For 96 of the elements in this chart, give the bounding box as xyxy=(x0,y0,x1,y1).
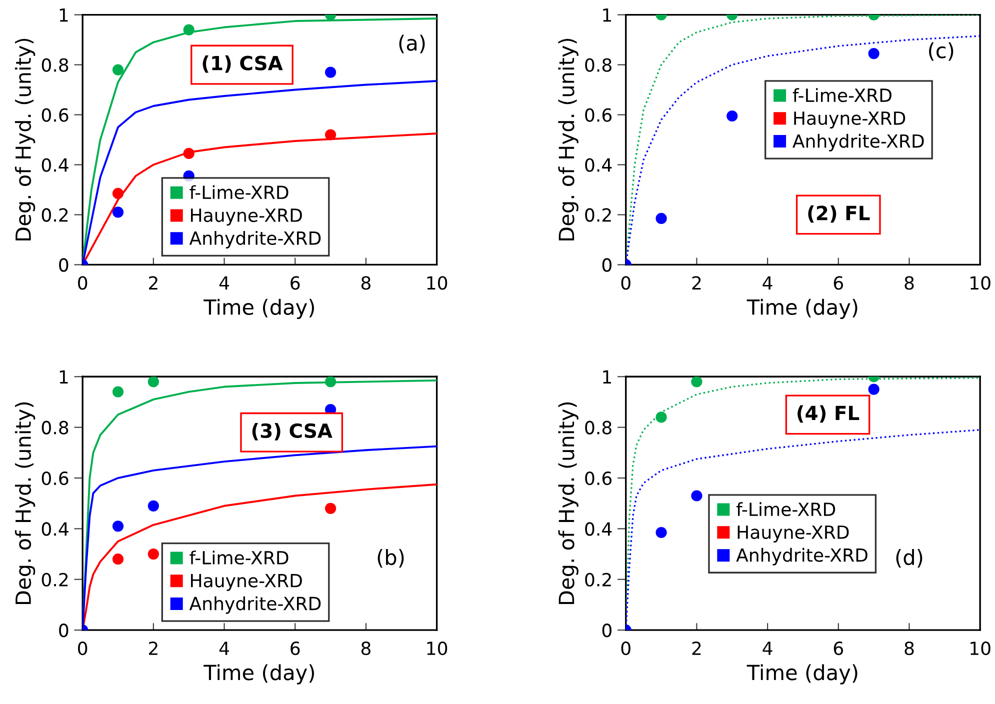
y-tick-label: 0.6 xyxy=(585,108,612,122)
annotation: (c) xyxy=(929,42,954,61)
x-tick-label: 6 xyxy=(834,276,843,290)
x-tick-label: 4 xyxy=(219,642,230,655)
point xyxy=(656,412,667,423)
y-tick-label: 1 xyxy=(60,370,68,384)
y-tick-label: 0 xyxy=(59,624,68,638)
x-tick-label: 4 xyxy=(219,276,230,290)
x-axis-title: Time (day) xyxy=(204,664,314,684)
x-tick-label: 2 xyxy=(692,276,701,290)
y-tick-label: 0.2 xyxy=(42,208,68,222)
legend-label: Hauyne-XRD xyxy=(191,574,302,591)
x-tick-label: 8 xyxy=(361,642,370,656)
x-tick-label: 0 xyxy=(78,276,88,290)
legend-label: Hauyne-XRD xyxy=(191,208,302,226)
y-tick-label: 0.4 xyxy=(585,522,612,536)
x-tick-label: 6 xyxy=(290,642,300,656)
legend-label: f-Lime-XRD xyxy=(190,185,288,200)
annotation: (3) CSA xyxy=(252,423,332,440)
y-tick-label: 0.2 xyxy=(42,572,68,587)
annotation: (a) xyxy=(399,34,425,54)
y-tick-label: 1 xyxy=(603,8,611,22)
point xyxy=(148,500,159,512)
x-tick-label: 10 xyxy=(970,642,990,656)
point xyxy=(868,384,880,395)
y-tick-label: 0 xyxy=(602,624,612,638)
point xyxy=(148,376,159,388)
y-tick-label: 0.6 xyxy=(42,471,68,486)
y-axis-title: Deg. of Hyd. (unity) xyxy=(558,38,578,240)
annotation: (2) FL xyxy=(808,205,870,223)
x-axis-title: Time (day) xyxy=(204,298,314,320)
x-tick-label: 0 xyxy=(621,642,630,656)
x-axis-title: Time (day) xyxy=(746,664,858,684)
legend-label: Hauyne-XRD xyxy=(738,526,849,543)
legend-label: Anhydrite-XRD xyxy=(736,548,868,566)
x-tick-label: 4 xyxy=(762,276,772,290)
x-tick-label: 2 xyxy=(692,642,701,655)
y-tick-label: 0.8 xyxy=(42,58,68,72)
y-axis-title: Deg. of Hyd. (unity) xyxy=(14,38,36,240)
legend-label: Anhydrite-XRD xyxy=(189,596,321,614)
annotation: (4) FL xyxy=(798,405,860,423)
annotation: (1) CSA xyxy=(202,55,283,73)
x-tick-label: 0 xyxy=(78,642,88,656)
point xyxy=(112,188,124,200)
y-axis-title: Deg. of Hyd. (unity) xyxy=(558,402,578,604)
y-tick-label: 0.8 xyxy=(42,420,68,434)
y-tick-label: 0 xyxy=(602,258,612,272)
legend-label: f-Lime-XRD xyxy=(190,550,288,565)
y-tick-label: 1 xyxy=(603,370,611,384)
point xyxy=(148,548,159,560)
annotation: (b) xyxy=(378,549,404,568)
point xyxy=(324,66,336,78)
x-tick-label: 10 xyxy=(427,642,448,656)
y-tick-label: 0 xyxy=(59,258,68,272)
x-axis-title: Time (day) xyxy=(746,298,858,320)
point xyxy=(691,490,702,502)
y-tick-label: 0.2 xyxy=(585,208,611,222)
x-tick-label: 8 xyxy=(361,276,370,290)
y-tick-label: 0.4 xyxy=(42,158,68,172)
point xyxy=(324,129,336,140)
x-tick-label: 8 xyxy=(904,276,914,290)
point xyxy=(691,376,702,388)
point xyxy=(324,376,336,388)
legend-label: Anhydrite-XRD xyxy=(189,230,321,248)
x-tick-label: 4 xyxy=(762,642,772,655)
y-tick-label: 0.4 xyxy=(585,158,612,172)
point xyxy=(324,502,336,514)
x-tick-label: 10 xyxy=(427,276,448,290)
legend-label: f-Lime-XRD xyxy=(736,502,836,516)
y-tick-label: 0.6 xyxy=(42,108,68,122)
point xyxy=(112,206,124,218)
y-tick-label: 1 xyxy=(60,8,68,22)
x-tick-label: 10 xyxy=(970,276,990,290)
point xyxy=(112,64,124,76)
x-tick-label: 2 xyxy=(149,276,158,290)
point xyxy=(112,554,124,565)
y-tick-label: 0.6 xyxy=(585,471,612,486)
legend-label: Anhydrite-XRD xyxy=(792,134,924,152)
legend-label: Hauyne-XRD xyxy=(794,112,906,128)
point xyxy=(656,526,667,538)
x-tick-label: 6 xyxy=(290,276,300,290)
point xyxy=(183,24,194,36)
y-axis-title: Deg. of Hyd. (unity) xyxy=(14,402,36,604)
x-tick-label: 2 xyxy=(149,642,158,655)
x-tick-label: 6 xyxy=(834,642,843,656)
y-tick-label: 0.8 xyxy=(585,420,612,434)
point xyxy=(112,520,124,532)
point xyxy=(112,386,124,398)
x-tick-label: 0 xyxy=(621,276,630,290)
y-tick-label: 0.2 xyxy=(585,572,611,587)
legend-label: f-Lime-XRD xyxy=(792,88,892,102)
x-tick-label: 8 xyxy=(904,642,914,656)
point xyxy=(183,148,194,160)
y-tick-label: 0.4 xyxy=(42,522,68,536)
y-tick-label: 0.8 xyxy=(585,58,612,72)
annotation: (d) xyxy=(896,549,922,568)
